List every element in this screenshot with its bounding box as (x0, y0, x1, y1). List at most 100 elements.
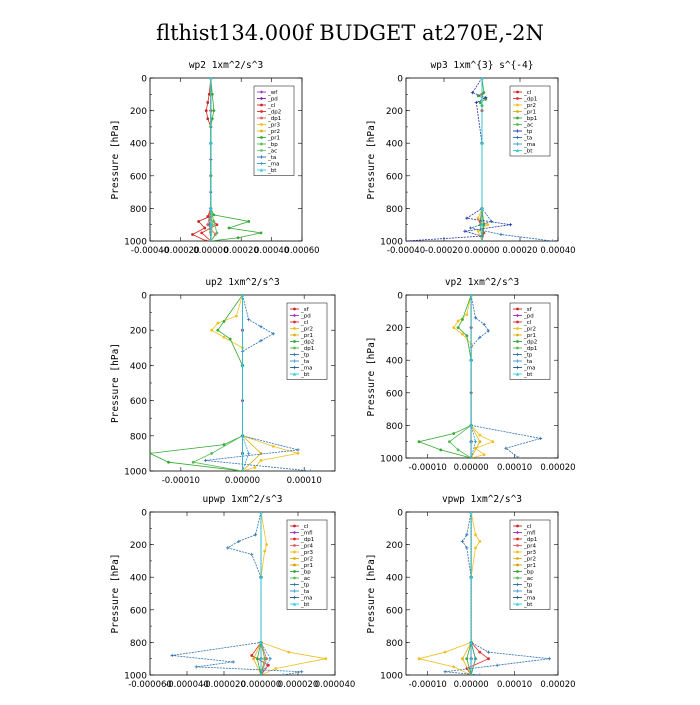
data-point (417, 657, 421, 661)
data-point (240, 451, 245, 455)
data-point (473, 440, 478, 444)
series-group (417, 295, 543, 458)
series-line (260, 512, 271, 675)
legend-label: _pr1 (267, 136, 280, 142)
legend-marker (292, 352, 297, 357)
data-point (210, 117, 214, 121)
panel-title: vpwp 1xm^2/s^3 (442, 494, 522, 505)
y-tick-label: 400 (386, 140, 403, 150)
x-tick-label: 0.000020 (278, 680, 319, 690)
legend-label: _bt (523, 372, 533, 378)
y-tick-label: 800 (130, 639, 147, 649)
data-point (465, 657, 469, 661)
series-line (205, 295, 311, 471)
legend-label: _ta (523, 589, 532, 595)
y-tick-label: 0 (397, 75, 403, 85)
y-tick-label: 600 (386, 172, 403, 182)
x-tick-label: -0.00040 (387, 246, 425, 256)
data-point (210, 328, 214, 332)
legend-label: _pr3 (267, 123, 281, 129)
legend-marker (259, 96, 264, 101)
data-point (271, 444, 275, 448)
y-tick-label: 800 (386, 639, 403, 649)
legend-marker (515, 595, 520, 600)
data-point (469, 575, 473, 579)
data-point (489, 219, 494, 224)
legend-marker (516, 307, 519, 311)
legend-marker (259, 90, 264, 94)
y-axis-label: Pressure [hPa] (110, 553, 121, 633)
data-point (478, 673, 482, 675)
data-point (469, 512, 473, 514)
legend-marker (293, 346, 296, 350)
data-point (259, 325, 263, 329)
x-tick-label: 0.00020 (224, 246, 259, 256)
legend-marker (292, 372, 297, 376)
chart-panel-2: up2 1xm^2/s^3 0 200 400 600 800 1000 -0.00010 0.… (110, 277, 336, 486)
data-point (469, 640, 473, 644)
data-point (470, 91, 475, 95)
legend-marker (516, 544, 519, 547)
legend-marker (515, 372, 520, 376)
data-point (456, 326, 460, 329)
legend-marker (292, 365, 297, 370)
legend-marker (516, 333, 519, 337)
data-point (241, 469, 244, 471)
data-point (474, 546, 477, 550)
legend-label: _ac (267, 149, 277, 155)
data-point (478, 335, 482, 339)
legend-label: _dp2 (300, 340, 314, 346)
y-tick-label: 0 (141, 292, 147, 302)
legend-label: _ma (267, 162, 279, 168)
y-tick-label: 400 (386, 574, 403, 584)
data-point (215, 223, 219, 227)
data-point (324, 657, 328, 661)
legend-label: _pr2 (300, 557, 313, 563)
data-point (250, 654, 254, 657)
legend-label: _pr1 (523, 563, 536, 569)
legend-label: _ma (523, 596, 535, 602)
x-tick-label: -0.00040 (131, 246, 169, 256)
data-point (482, 322, 486, 326)
data-point (487, 657, 490, 661)
legend-label: _mfl (523, 531, 536, 537)
legend-label: _pr3 (523, 550, 537, 556)
data-point (215, 231, 219, 235)
data-point (209, 206, 213, 210)
legend-marker (293, 557, 296, 560)
data-point (209, 223, 213, 227)
legend-marker (516, 340, 519, 343)
legend-label: _dp1 (523, 97, 537, 103)
legend-label: _bt (523, 602, 533, 608)
data-point (478, 433, 482, 437)
legend-marker (515, 352, 520, 357)
legend-marker (516, 563, 519, 567)
y-axis-label: Pressure [hPa] (366, 553, 377, 633)
legend-marker (259, 161, 264, 166)
data-point (473, 657, 478, 661)
legend-label: _pr4 (300, 544, 314, 550)
data-point (469, 226, 473, 230)
series-line (470, 512, 476, 675)
data-point (465, 216, 469, 220)
y-tick-label: 1000 (380, 238, 403, 248)
y-tick-label: 0 (397, 292, 403, 302)
legend-marker (515, 365, 520, 370)
legend-label: _bp1 (523, 116, 537, 122)
data-point (255, 657, 259, 661)
x-tick-label: 0.00010 (497, 680, 532, 690)
legend-marker (516, 576, 519, 580)
x-tick-label: 0.00060 (284, 246, 319, 256)
series-line (253, 512, 262, 675)
legend-label: _cl (523, 320, 532, 326)
data-point (473, 316, 478, 320)
legend-marker (515, 135, 520, 140)
series-line (406, 78, 511, 241)
data-point (469, 295, 473, 297)
series-line (242, 295, 250, 471)
legend-label: _cl (300, 524, 309, 530)
data-point (253, 466, 257, 469)
data-point (216, 328, 220, 332)
data-point (200, 231, 204, 235)
series-line (256, 512, 262, 675)
